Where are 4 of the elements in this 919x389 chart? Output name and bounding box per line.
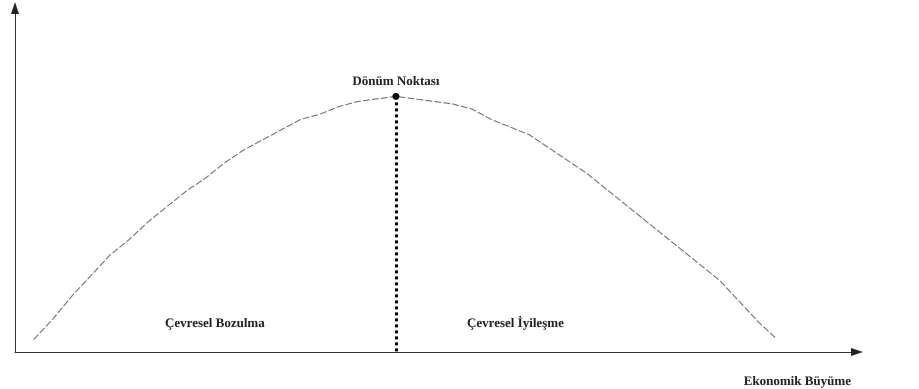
x-axis-title: Ekonomik Büyüme [744, 373, 852, 388]
annotation: Çevresel Bozulma [165, 315, 266, 330]
annotation: Çevresel İyileşme [467, 315, 564, 330]
annotation: Dönüm Noktası [352, 72, 440, 88]
